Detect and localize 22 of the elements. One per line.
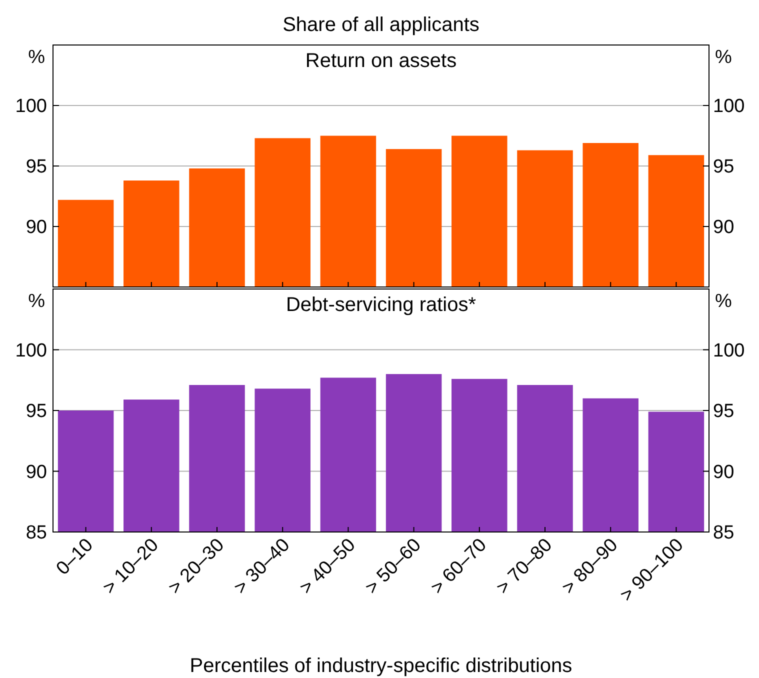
y-tick-label: 85 [26,522,47,544]
y-tick-label: 100 [15,96,47,118]
y2-tick-label: 90 [713,462,734,483]
y-tick-label: 95 [26,401,47,422]
chart-title: Return on assets [305,50,457,72]
y2-tick-label: 90 [713,217,734,238]
y-axis-title: % [28,47,46,68]
x-axis-title: Percentiles of industry-specific distributions [190,655,572,677]
y-tick-label: 90 [26,462,47,483]
y2-tick-label: 95 [713,401,734,422]
y2-axis-title: % [715,47,732,68]
y2-tick-label: 85 [713,522,734,544]
chart-title: Debt-servicing ratios* [286,294,476,316]
y-tick-label: 95 [26,156,47,178]
y-axis-title: % [28,291,46,312]
chart-subtitle: Share of all applicants [282,14,480,36]
y2-tick-label: 95 [713,156,734,178]
y-tick-label: 90 [26,217,47,238]
y-tick-label: 100 [15,340,47,362]
y2-tick-label: 100 [713,96,745,118]
y2-tick-label: 100 [713,340,745,362]
y2-axis-title: % [715,291,732,312]
